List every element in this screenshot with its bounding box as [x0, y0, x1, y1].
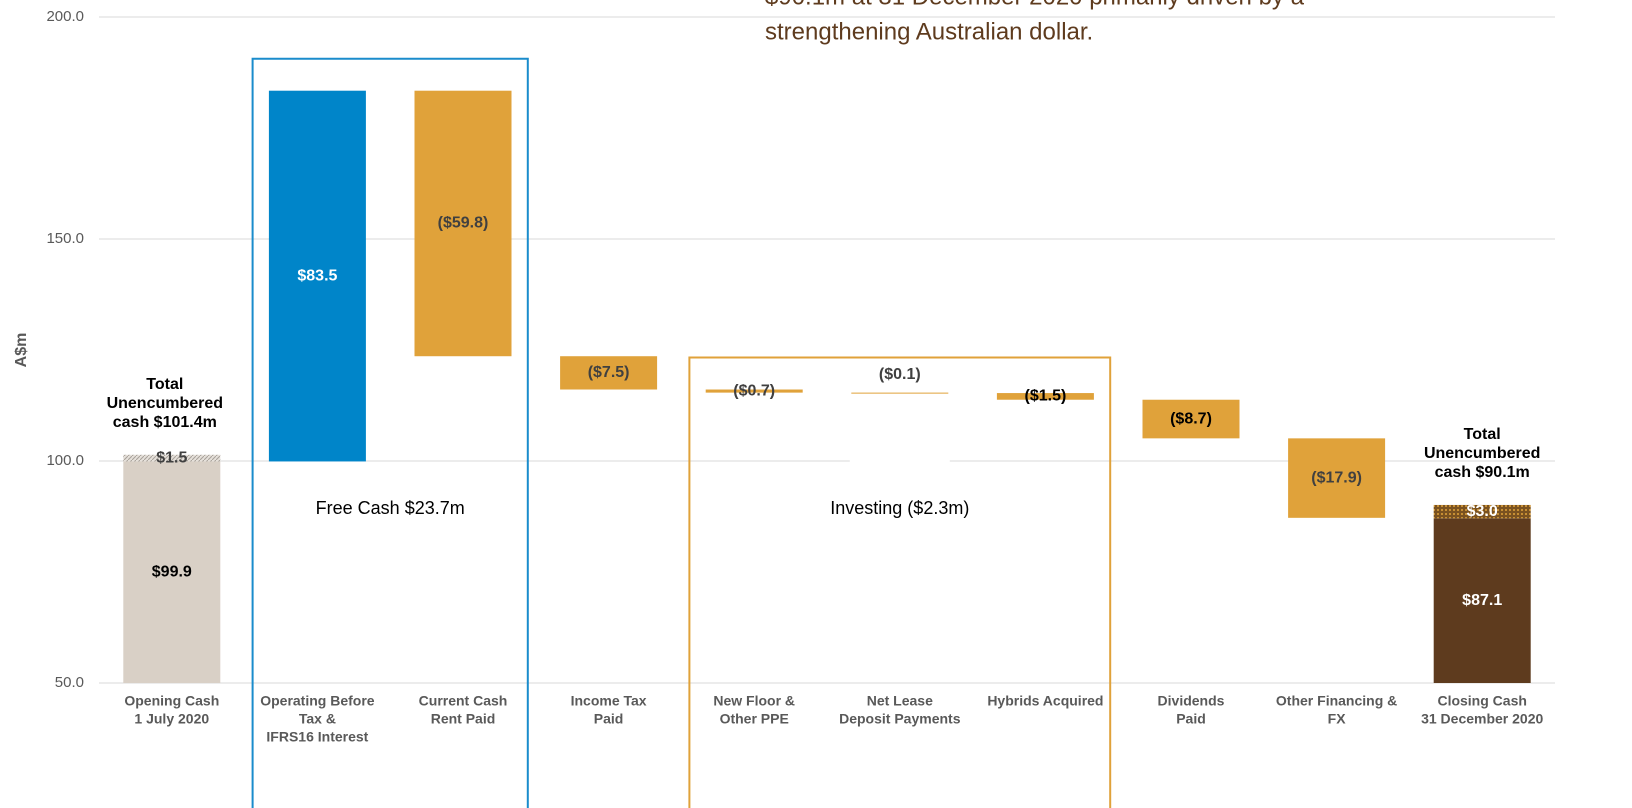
total-annotation: Total	[146, 376, 183, 393]
y-tick-label: 50.0	[55, 674, 84, 691]
bar	[1288, 438, 1386, 518]
x-tick-label: Current Cash	[419, 693, 508, 709]
restricted-label: $3.0	[1467, 503, 1498, 520]
x-tick-label: IFRS16 Interest	[266, 729, 368, 745]
x-tick-label: Operating Before	[260, 693, 375, 709]
note-line: $90.1m at 31 December 2020 primarily dri…	[765, 0, 1305, 10]
restricted-label: $1.5	[156, 449, 187, 466]
group-label: Free Cash $23.7m	[316, 498, 465, 518]
label-background	[849, 455, 950, 467]
x-tick-label: Paid	[1176, 711, 1206, 727]
x-tick-label: Other Financing &	[1276, 693, 1397, 709]
total-annotation: Unencumbered	[107, 395, 223, 412]
bar	[1433, 518, 1531, 683]
bar	[1142, 399, 1240, 439]
data-label: ($0.7)	[733, 382, 775, 399]
bar	[996, 393, 1094, 400]
y-axis-label: A$m	[13, 333, 30, 368]
y-tick-label: 150.0	[46, 230, 84, 247]
x-tick-label: Paid	[594, 711, 624, 727]
restricted-bar	[1433, 504, 1531, 519]
y-tick-label: 100.0	[46, 452, 84, 469]
y-tick-label: 200.0	[46, 8, 84, 25]
data-label: ($8.7)	[1170, 410, 1212, 427]
x-tick-label: Net Lease	[867, 693, 933, 709]
x-tick-label: Dividends	[1158, 693, 1225, 709]
total-annotation: Unencumbered	[1424, 445, 1540, 462]
data-label: ($7.5)	[588, 364, 630, 381]
bar	[414, 90, 512, 357]
total-annotation: cash $101.4m	[113, 414, 217, 431]
x-tick-label: Tax &	[299, 711, 336, 727]
x-tick-label: Opening Cash	[124, 693, 219, 709]
total-annotation: cash $90.1m	[1435, 464, 1530, 481]
x-tick-label: Deposit Payments	[839, 711, 961, 727]
x-tick-label: Other PPE	[720, 711, 789, 727]
bar	[268, 90, 366, 462]
x-tick-label: Hybrids Acquired	[987, 693, 1103, 709]
restricted-bar	[123, 454, 221, 462]
x-tick-label: New Floor &	[713, 693, 795, 709]
note-line: strengthening Australian dollar.	[765, 18, 1093, 45]
x-tick-label: 31 December 2020	[1421, 711, 1543, 727]
data-label: $83.5	[297, 267, 337, 284]
data-label: $87.1	[1462, 592, 1502, 609]
group-box	[251, 57, 529, 808]
data-label: ($17.9)	[1311, 469, 1362, 486]
data-label: ($0.1)	[879, 366, 921, 383]
bar	[560, 356, 658, 390]
total-annotation: Total	[1464, 426, 1501, 443]
x-tick-label: Income Tax	[571, 693, 647, 709]
data-label: ($1.5)	[1025, 388, 1067, 405]
bar	[123, 461, 221, 683]
data-label: $99.9	[152, 563, 192, 580]
x-tick-label: 1 July 2020	[134, 711, 209, 727]
data-label: ($59.8)	[438, 215, 489, 232]
x-tick-label: Closing Cash	[1437, 693, 1526, 709]
group-box	[688, 356, 1112, 808]
x-tick-label: Rent Paid	[431, 711, 496, 727]
group-label: Investing ($2.3m)	[830, 498, 969, 518]
x-tick-label: FX	[1328, 711, 1347, 727]
bar	[851, 392, 949, 394]
bar	[705, 389, 803, 393]
